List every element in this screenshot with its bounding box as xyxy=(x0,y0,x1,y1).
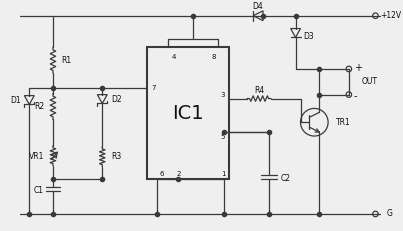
Text: R4: R4 xyxy=(254,86,264,95)
Text: VR1: VR1 xyxy=(29,152,44,161)
Text: C2: C2 xyxy=(281,174,291,183)
Text: 5: 5 xyxy=(220,134,224,140)
Text: G: G xyxy=(386,210,392,219)
Text: -: - xyxy=(354,91,357,101)
Text: 3: 3 xyxy=(220,92,224,98)
Text: C1: C1 xyxy=(34,186,44,195)
Bar xyxy=(147,47,229,179)
Text: D2: D2 xyxy=(111,95,122,104)
Text: IC1: IC1 xyxy=(172,104,204,123)
Text: D4: D4 xyxy=(253,2,264,11)
Text: R3: R3 xyxy=(111,152,121,161)
Text: +: + xyxy=(354,63,362,73)
Text: 4: 4 xyxy=(171,54,176,60)
Text: 7: 7 xyxy=(152,85,156,91)
Text: D3: D3 xyxy=(303,32,314,41)
Text: 8: 8 xyxy=(211,54,216,60)
Text: 1: 1 xyxy=(221,170,226,176)
Text: TR1: TR1 xyxy=(336,118,351,127)
Text: +12V: +12V xyxy=(381,11,402,20)
Text: OUT: OUT xyxy=(361,77,378,86)
Text: D1: D1 xyxy=(10,96,21,105)
Text: 2: 2 xyxy=(176,170,181,176)
Text: R1: R1 xyxy=(61,56,71,65)
Text: R2: R2 xyxy=(34,102,44,111)
Text: 6: 6 xyxy=(160,170,164,176)
